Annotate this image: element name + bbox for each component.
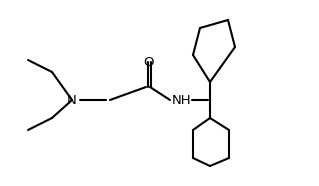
Text: NH: NH — [172, 94, 192, 107]
Text: O: O — [143, 55, 153, 68]
Text: N: N — [67, 94, 77, 107]
